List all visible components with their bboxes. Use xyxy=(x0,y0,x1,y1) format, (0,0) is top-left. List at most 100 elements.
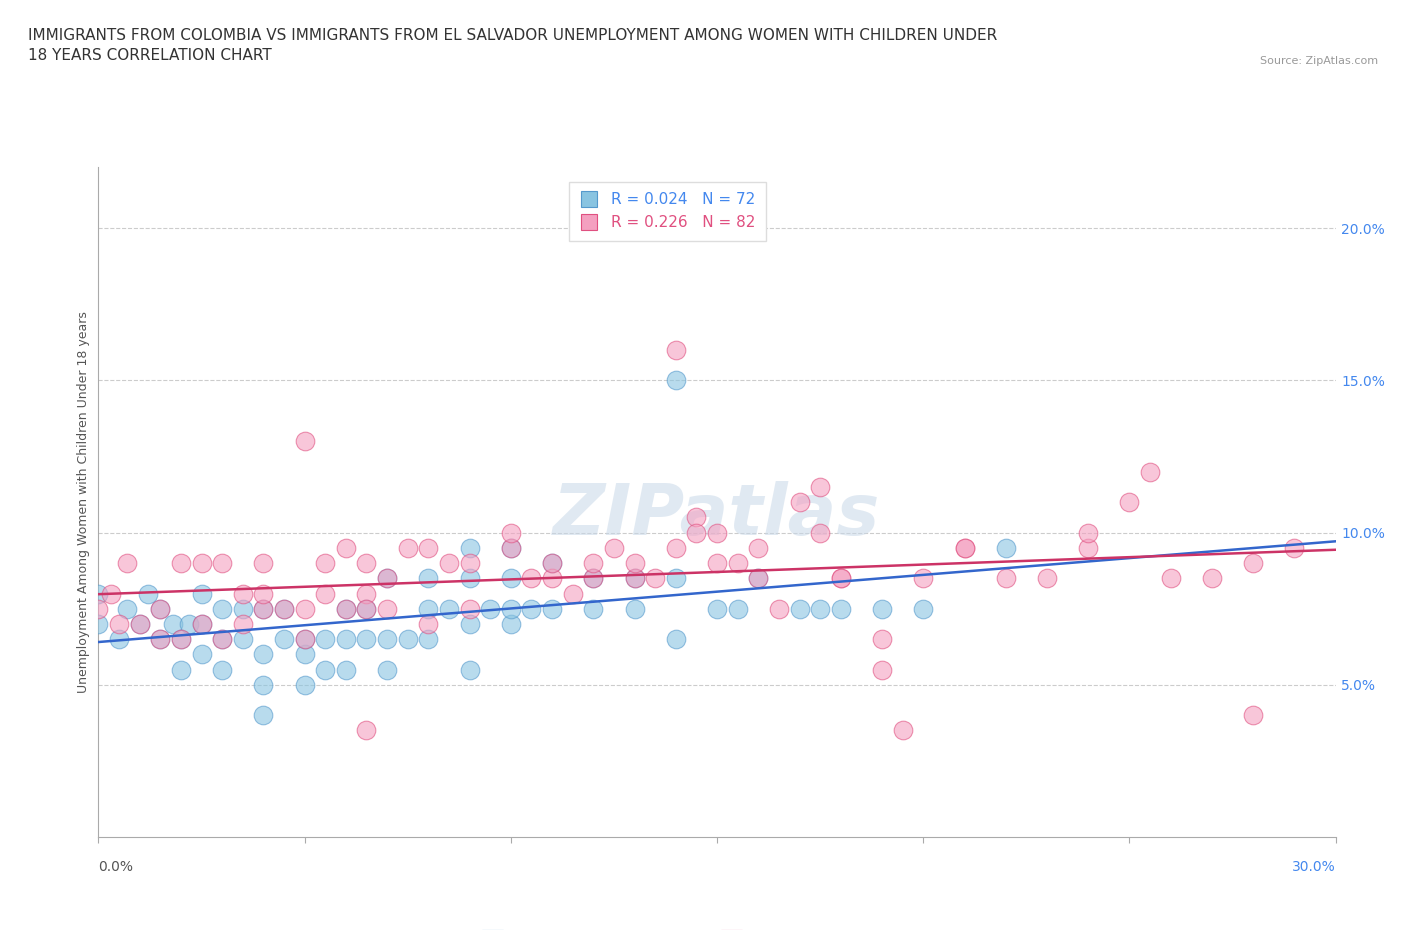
Y-axis label: Unemployment Among Women with Children Under 18 years: Unemployment Among Women with Children U… xyxy=(77,312,90,693)
Point xyxy=(252,677,274,692)
Point xyxy=(418,617,440,631)
Point xyxy=(499,525,522,540)
Point xyxy=(953,540,976,555)
Point xyxy=(747,571,769,586)
Point xyxy=(294,434,316,449)
Point xyxy=(252,647,274,662)
Point xyxy=(644,571,666,586)
Point xyxy=(211,631,233,646)
Point xyxy=(356,602,378,617)
Point xyxy=(747,571,769,586)
Point xyxy=(623,571,645,586)
Point xyxy=(727,602,749,617)
Point xyxy=(953,540,976,555)
Text: 30.0%: 30.0% xyxy=(1292,860,1336,874)
Point xyxy=(1160,571,1182,586)
Point xyxy=(375,662,398,677)
Point xyxy=(789,495,811,510)
Point xyxy=(314,662,336,677)
Point xyxy=(294,631,316,646)
Point xyxy=(356,631,378,646)
Point xyxy=(458,571,481,586)
Point xyxy=(335,540,357,555)
Point xyxy=(603,540,626,555)
Point xyxy=(623,555,645,570)
Point xyxy=(499,540,522,555)
Point xyxy=(170,662,193,677)
Point xyxy=(623,571,645,586)
Point xyxy=(294,677,316,692)
Point xyxy=(190,617,212,631)
Point xyxy=(232,631,254,646)
Point xyxy=(314,586,336,601)
Point xyxy=(1241,555,1264,570)
Point xyxy=(870,602,893,617)
Point xyxy=(211,662,233,677)
Point xyxy=(117,602,139,617)
Point xyxy=(252,708,274,723)
Point xyxy=(870,631,893,646)
Point xyxy=(582,602,605,617)
Text: IMMIGRANTS FROM COLOMBIA VS IMMIGRANTS FROM EL SALVADOR UNEMPLOYMENT AMONG WOMEN: IMMIGRANTS FROM COLOMBIA VS IMMIGRANTS F… xyxy=(28,28,997,62)
Point xyxy=(149,631,172,646)
Point xyxy=(211,631,233,646)
Point xyxy=(891,723,914,737)
Point xyxy=(479,602,502,617)
Point xyxy=(1036,571,1059,586)
Point xyxy=(808,480,831,495)
Point xyxy=(994,571,1017,586)
Point xyxy=(747,540,769,555)
Point xyxy=(912,602,935,617)
Point xyxy=(458,540,481,555)
Point xyxy=(335,631,357,646)
Point xyxy=(232,617,254,631)
Point xyxy=(211,602,233,617)
Point xyxy=(499,617,522,631)
Point xyxy=(1241,708,1264,723)
Point xyxy=(912,571,935,586)
Point xyxy=(789,602,811,617)
Point xyxy=(665,631,688,646)
Point xyxy=(335,662,357,677)
Point xyxy=(375,602,398,617)
Point xyxy=(252,602,274,617)
Point xyxy=(458,617,481,631)
Point xyxy=(252,555,274,570)
Point xyxy=(335,602,357,617)
Point xyxy=(830,602,852,617)
Point xyxy=(870,662,893,677)
Point xyxy=(87,617,110,631)
Point xyxy=(582,555,605,570)
Point xyxy=(314,555,336,570)
Point xyxy=(830,571,852,586)
Point xyxy=(170,555,193,570)
Point xyxy=(808,525,831,540)
Point xyxy=(499,602,522,617)
Point xyxy=(685,510,707,525)
Point xyxy=(582,571,605,586)
Point xyxy=(273,602,295,617)
Point xyxy=(623,602,645,617)
Point xyxy=(1201,571,1223,586)
Point xyxy=(232,602,254,617)
Point xyxy=(211,555,233,570)
Text: ZIPatlas: ZIPatlas xyxy=(554,481,880,550)
Point xyxy=(128,617,150,631)
Point xyxy=(179,617,201,631)
Legend: Immigrants from Colombia, Immigrants from El Salvador: Immigrants from Colombia, Immigrants fro… xyxy=(477,924,957,930)
Point xyxy=(170,631,193,646)
Point xyxy=(314,631,336,646)
Point xyxy=(665,571,688,586)
Point xyxy=(356,723,378,737)
Point xyxy=(1077,525,1099,540)
Point xyxy=(149,602,172,617)
Point xyxy=(294,631,316,646)
Point xyxy=(128,617,150,631)
Point xyxy=(190,555,212,570)
Point xyxy=(994,540,1017,555)
Point xyxy=(1077,540,1099,555)
Point xyxy=(808,602,831,617)
Point xyxy=(520,602,543,617)
Point xyxy=(1139,464,1161,479)
Point xyxy=(1284,540,1306,555)
